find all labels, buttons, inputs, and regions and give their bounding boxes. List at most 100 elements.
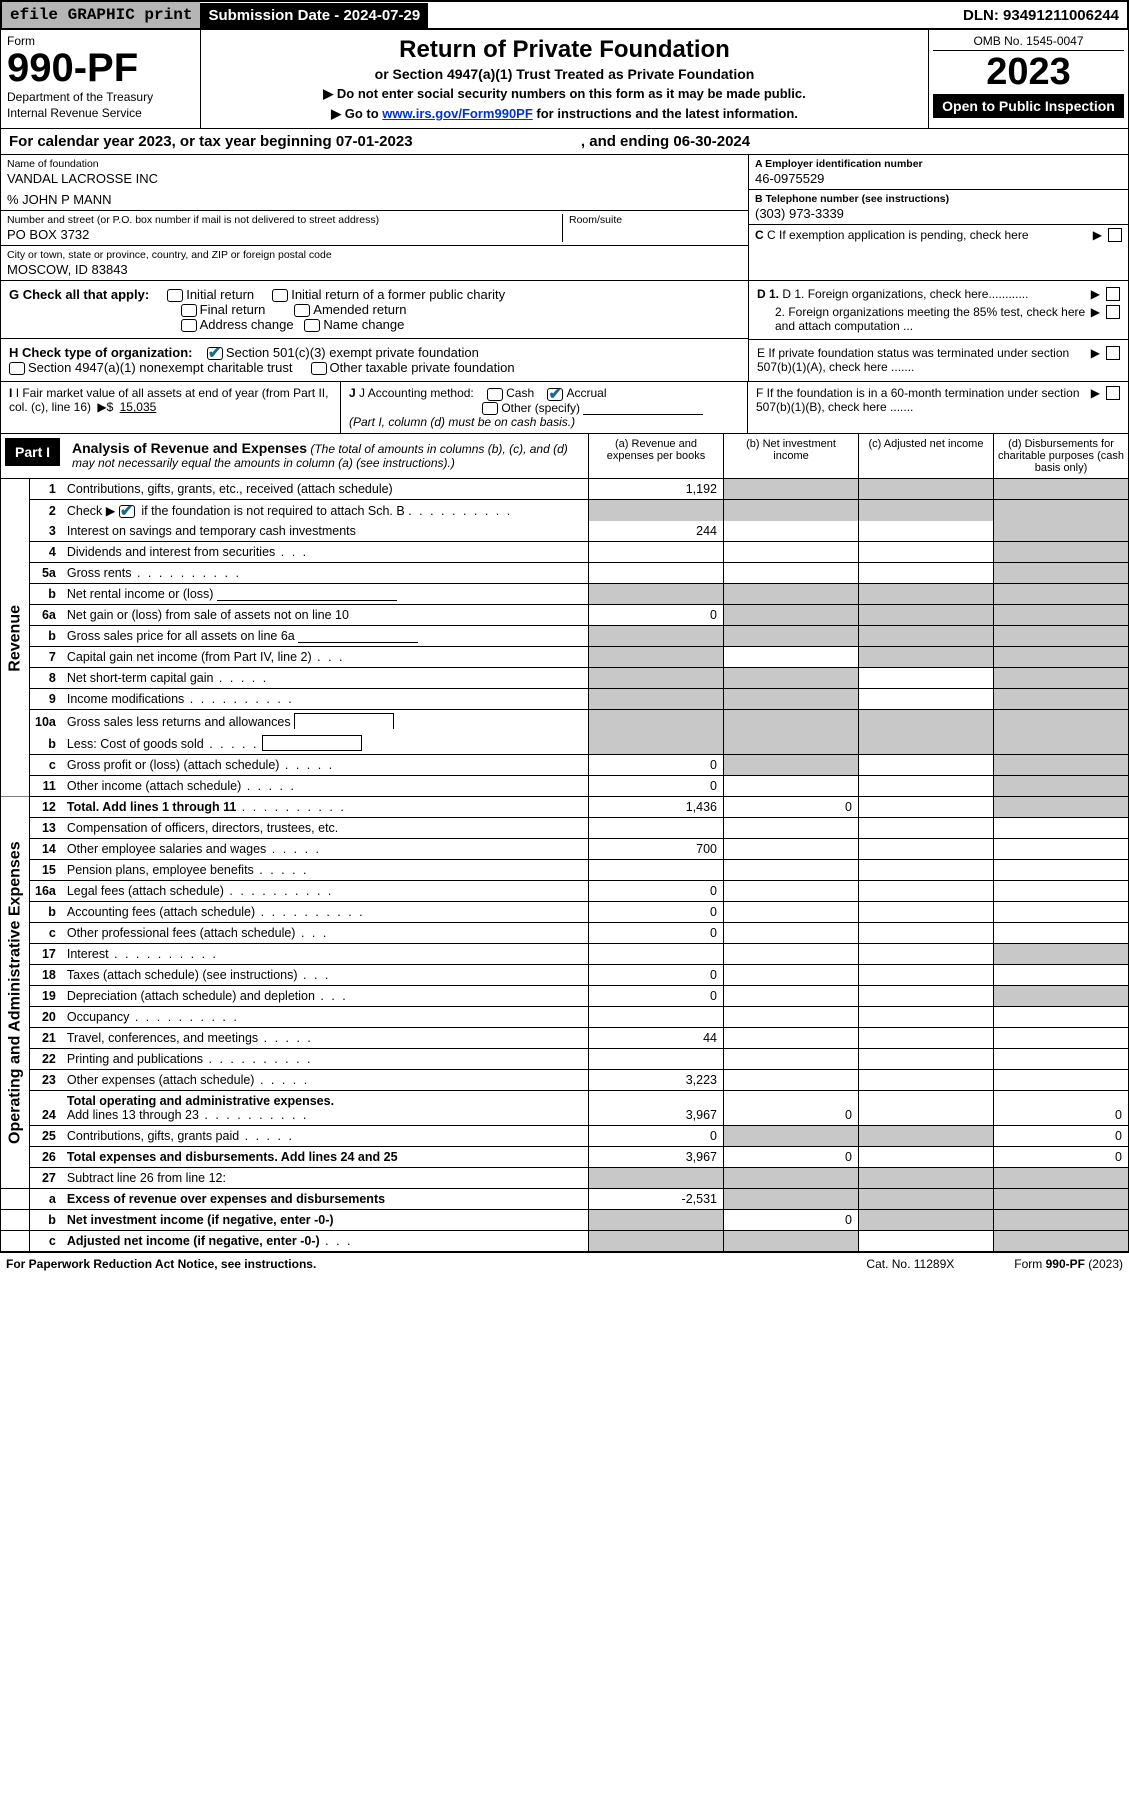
line18-a: 0: [589, 965, 724, 986]
line26-desc: Total expenses and disbursements. Add li…: [62, 1147, 589, 1168]
name-label: Name of foundation: [7, 158, 742, 170]
cb-final[interactable]: [181, 304, 197, 317]
line26-b: 0: [724, 1147, 859, 1168]
line22-desc: Printing and publications: [62, 1049, 589, 1070]
f-label: F If the foundation is in a 60-month ter…: [756, 386, 1088, 414]
line17-desc: Interest: [62, 944, 589, 965]
ein-label: A Employer identification number: [755, 158, 1122, 170]
phone: (303) 973-3339: [755, 205, 1122, 221]
g-row: G Check all that apply: Initial return I…: [9, 287, 740, 332]
cb-name-change[interactable]: [304, 319, 320, 332]
h-label: H Check type of organization:: [9, 345, 192, 360]
col-a-header: (a) Revenue and expenses per books: [588, 434, 723, 478]
exemption-pending-label: C C If exemption application is pending,…: [755, 228, 1090, 242]
cb-4947[interactable]: [9, 362, 25, 375]
form-note1: ▶ Do not enter social security numbers o…: [211, 86, 918, 102]
line1-desc: Contributions, gifts, grants, etc., rece…: [62, 479, 589, 500]
cb-initial-former[interactable]: [272, 289, 288, 302]
checkbox-d2[interactable]: [1106, 305, 1120, 319]
cb-other-method[interactable]: [482, 402, 498, 415]
line10a-desc: Gross sales less returns and allowances: [62, 710, 589, 733]
footer-right: Form 990-PF (2023): [1014, 1257, 1123, 1271]
line19-a: 0: [589, 986, 724, 1007]
line11-a: 0: [589, 776, 724, 797]
d1-label: D 1. D 1. Foreign organizations, check h…: [757, 287, 1088, 301]
line13-desc: Compensation of officers, directors, tru…: [62, 818, 589, 839]
line6a-desc: Net gain or (loss) from sale of assets n…: [62, 605, 589, 626]
cb-cash[interactable]: [487, 388, 503, 401]
line9-desc: Income modifications: [62, 689, 589, 710]
line27c-desc: Adjusted net income (if negative, enter …: [62, 1231, 589, 1252]
tax-year: 2023: [933, 51, 1124, 94]
form-note2: ▶ Go to www.irs.gov/Form990PF for instru…: [211, 106, 918, 122]
line3-a: 244: [589, 521, 724, 542]
foundation-name: VANDAL LACROSSE INC: [7, 170, 742, 186]
cb-501c3[interactable]: [207, 347, 223, 360]
line12-b: 0: [724, 797, 859, 818]
line6a-a: 0: [589, 605, 724, 626]
checkbox-d1[interactable]: [1106, 287, 1120, 301]
ein: 46-0975529: [755, 170, 1122, 186]
part1-title: Analysis of Revenue and Expenses (The to…: [64, 434, 588, 478]
part1-table: Revenue 1Contributions, gifts, grants, e…: [0, 479, 1129, 1252]
line18-desc: Taxes (attach schedule) (see instruction…: [62, 965, 589, 986]
line7-desc: Capital gain net income (from Part IV, l…: [62, 647, 589, 668]
line25-d: 0: [994, 1126, 1129, 1147]
line27-desc: Subtract line 26 from line 12:: [62, 1168, 589, 1189]
calendar-year-row: For calendar year 2023, or tax year begi…: [0, 129, 1129, 155]
checkbox-c[interactable]: [1108, 228, 1122, 242]
form-title: Return of Private Foundation: [211, 36, 918, 64]
line16c-desc: Other professional fees (attach schedule…: [62, 923, 589, 944]
dln: DLN: 93491211006244: [955, 3, 1127, 28]
sidelabel-revenue: Revenue: [1, 479, 30, 797]
line26-d: 0: [994, 1147, 1129, 1168]
d2-label: 2. Foreign organizations meeting the 85%…: [757, 305, 1088, 333]
line23-desc: Other expenses (attach schedule): [62, 1070, 589, 1091]
cb-initial[interactable]: [167, 289, 183, 302]
line12-desc: Total. Add lines 1 through 11: [62, 797, 589, 818]
footer: For Paperwork Reduction Act Notice, see …: [0, 1252, 1129, 1275]
checkbox-f[interactable]: [1106, 386, 1120, 400]
form-number: 990-PF: [7, 48, 194, 88]
line16a-desc: Legal fees (attach schedule): [62, 881, 589, 902]
fmv-value: 15,035: [120, 400, 157, 414]
cb-amended[interactable]: [294, 304, 310, 317]
line11-desc: Other income (attach schedule): [62, 776, 589, 797]
line24-b: 0: [724, 1091, 859, 1126]
line19-desc: Depreciation (attach schedule) and deple…: [62, 986, 589, 1007]
form-subtitle: or Section 4947(a)(1) Trust Treated as P…: [211, 66, 918, 82]
care-of: % JOHN P MANN: [7, 186, 742, 207]
irs-link[interactable]: www.irs.gov/Form990PF: [382, 106, 533, 121]
part1-badge: Part I: [5, 438, 60, 466]
room-label: Room/suite: [569, 214, 742, 226]
open-inspection: Open to Public Inspection: [933, 94, 1124, 118]
line5b-desc: Net rental income or (loss): [62, 584, 589, 605]
cb-other-taxable[interactable]: [311, 362, 327, 375]
line10b-desc: Less: Cost of goods sold: [62, 732, 589, 755]
omb-number: OMB No. 1545-0047: [933, 32, 1124, 51]
line3-desc: Interest on savings and temporary cash i…: [62, 521, 589, 542]
city-label: City or town, state or province, country…: [7, 249, 742, 261]
e-label: E If private foundation status was termi…: [757, 346, 1088, 374]
line16b-desc: Accounting fees (attach schedule): [62, 902, 589, 923]
line24-d: 0: [994, 1091, 1129, 1126]
line25-a: 0: [589, 1126, 724, 1147]
j-label: J J Accounting method:: [349, 386, 474, 400]
line20-desc: Occupancy: [62, 1007, 589, 1028]
address: PO BOX 3732: [7, 226, 556, 242]
checkbox-e[interactable]: [1106, 346, 1120, 360]
cb-schb[interactable]: [119, 505, 135, 518]
cb-accrual[interactable]: [547, 388, 563, 401]
line21-a: 44: [589, 1028, 724, 1049]
g-label: G Check all that apply:: [9, 287, 149, 302]
sidelabel-expenses: Operating and Administrative Expenses: [1, 797, 30, 1189]
identity-block: Name of foundation VANDAL LACROSSE INC %…: [0, 155, 1129, 281]
phone-label: B Telephone number (see instructions): [755, 193, 1122, 205]
line27b-desc: Net investment income (if negative, ente…: [62, 1210, 589, 1231]
line24-desc: Total operating and administrative expen…: [62, 1091, 589, 1126]
city-state-zip: MOSCOW, ID 83843: [7, 261, 742, 277]
line2-desc: Check ▶ if the foundation is not require…: [62, 499, 589, 521]
line12-a: 1,436: [589, 797, 724, 818]
form-header: Form 990-PF Department of the Treasury I…: [0, 30, 1129, 129]
cb-addr-change[interactable]: [181, 319, 197, 332]
